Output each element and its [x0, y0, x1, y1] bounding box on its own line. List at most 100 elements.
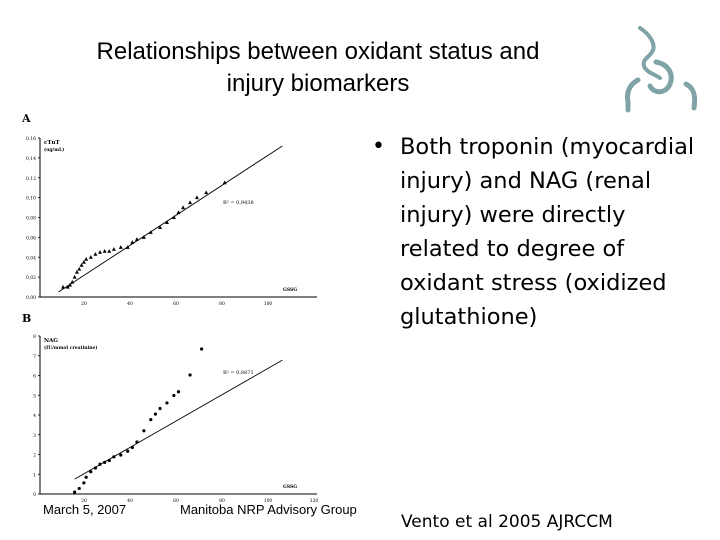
data-point [77, 486, 81, 491]
footer-group: Manitoba NRP Advisory Group [180, 502, 357, 517]
y-tick-label: 7 [33, 354, 36, 360]
data-point [84, 257, 89, 261]
data-point [188, 200, 193, 205]
data-point [88, 255, 93, 259]
y-tick-label: 0,16 [26, 136, 36, 142]
data-point [204, 190, 209, 195]
x-tick-label: 80 [219, 498, 225, 503]
y-tick-label: 5 [33, 393, 36, 399]
trend-line [58, 145, 283, 293]
data-point [222, 180, 227, 185]
r-squared-label: R² = 0,8871 [223, 370, 254, 376]
data-point [112, 455, 116, 459]
y-tick-label: 0,04 [26, 255, 36, 261]
y-tick-label: 6 [33, 374, 36, 380]
data-point [72, 274, 77, 279]
x-tick-label: 100 [264, 301, 273, 307]
data-point [188, 373, 192, 377]
y-tick-label: 0,12 [26, 176, 36, 182]
y-tick-label: 0,00 [26, 295, 36, 301]
data-point [111, 247, 116, 251]
data-point [98, 462, 102, 466]
data-point [61, 284, 66, 289]
y-tick-label: 0,08 [26, 216, 36, 222]
data-point [118, 245, 123, 249]
data-point [84, 475, 88, 479]
data-point [130, 240, 135, 244]
y-tick-label: 0 [33, 492, 36, 498]
y-tick-label: 1 [33, 472, 36, 478]
data-point [171, 215, 176, 219]
footer-date: March 5, 2007 [43, 502, 127, 517]
data-point [135, 440, 139, 444]
bullet-text: Both troponin (myocardial injury) and NA… [400, 134, 695, 330]
title-line-2: injury biomarkers [226, 70, 410, 97]
bullet-item: • Both troponin (myocardial injury) and … [372, 130, 702, 334]
data-point [82, 481, 86, 485]
y-tick-label: 0,10 [26, 196, 36, 202]
data-point [65, 284, 70, 289]
x-axis-label: GSSG [283, 287, 297, 293]
data-point [68, 282, 73, 287]
y-tick-label: 8 [33, 334, 36, 340]
data-point [165, 401, 169, 405]
data-point [70, 279, 75, 284]
data-point [81, 260, 86, 264]
data-point [172, 393, 176, 398]
x-tick-label: 40 [127, 498, 133, 503]
y-tick-label: 0,06 [26, 235, 36, 241]
y-tick-label: 2 [33, 453, 36, 459]
data-point [102, 249, 107, 253]
data-point [119, 453, 123, 457]
chart-panel-b: B 8 7 6 5 4 3 2 1 0 20 40 60 80 100 120 NAG(IU/mmol crea… [22, 312, 318, 503]
x-tick-label: 40 [127, 301, 133, 307]
title-line-1: Relationships between oxidant status and [96, 38, 540, 65]
data-point [158, 406, 162, 411]
data-point [103, 460, 107, 464]
head-profile-icon [625, 26, 698, 113]
x-tick-label: 20 [81, 498, 87, 503]
data-point [98, 250, 103, 254]
data-point [176, 210, 181, 215]
data-point [77, 266, 82, 271]
data-point [141, 235, 146, 239]
data-point [158, 225, 163, 229]
y-axis-label: NAG [44, 338, 58, 344]
citation: Vento et al 2005 AJRCCM [401, 512, 613, 532]
data-point [199, 347, 204, 351]
x-tick-label: 80 [219, 301, 225, 307]
y-axis-label: cTnT [44, 140, 60, 146]
data-point [149, 418, 153, 422]
panel-label: B [22, 312, 31, 325]
x-axis-label: GSSG [283, 484, 297, 490]
data-point [153, 412, 158, 416]
panel-label: A [21, 112, 31, 125]
data-point [107, 249, 112, 253]
data-point [176, 390, 181, 394]
y-axis-label-unit: (ug/mL) [44, 146, 64, 153]
data-point [93, 466, 97, 470]
slide-title: Relationships between oxidant status and… [0, 36, 636, 100]
data-point [142, 429, 146, 433]
y-tick-label: 4 [33, 413, 36, 419]
y-tick-label: 3 [33, 433, 36, 439]
y-axis-label-unit: (IU/mmol creatinine) [44, 344, 98, 351]
data-point [107, 458, 111, 463]
data-point [79, 263, 84, 267]
x-tick-label: 60 [173, 301, 179, 307]
data-point [134, 237, 139, 241]
x-tick-label: 60 [173, 498, 179, 503]
data-point [181, 205, 186, 210]
data-point [164, 220, 169, 224]
data-point [93, 252, 98, 256]
data-point [125, 245, 130, 249]
x-tick-label: 20 [81, 301, 87, 307]
data-point [148, 230, 153, 234]
bullet-list: • Both troponin (myocardial injury) and … [372, 130, 702, 334]
bullet-dot-icon: • [372, 134, 385, 159]
x-tick-label: 120 [310, 498, 319, 503]
r-squared-label: R² = 0,9438 [223, 200, 254, 206]
data-point [194, 195, 199, 200]
chart-panel-a: A 0,16 0,14 0,12 0,10 0,08 0,06 0,04 0,02 0,00 20 4… [21, 112, 317, 307]
